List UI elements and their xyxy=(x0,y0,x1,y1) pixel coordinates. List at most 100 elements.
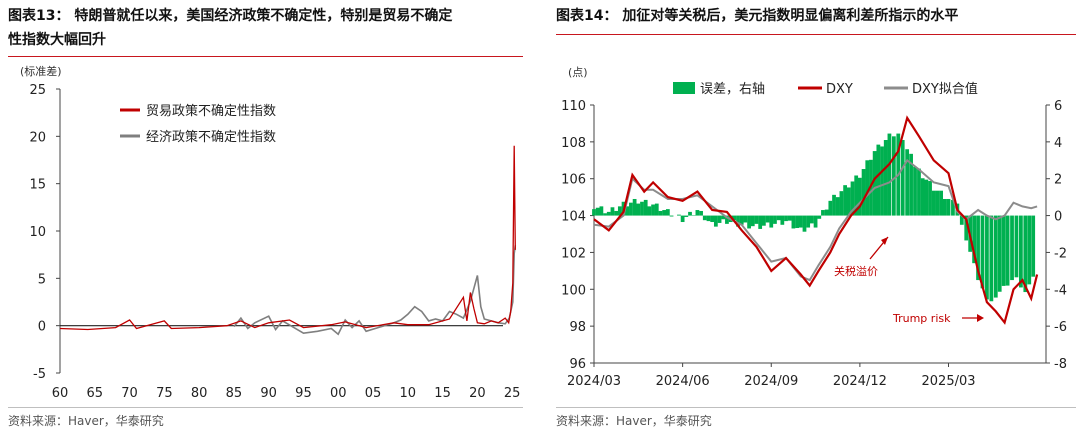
right-error-bar xyxy=(917,168,921,216)
right-error-bar xyxy=(951,199,955,216)
right-error-bar xyxy=(1010,215,1014,281)
right-error-bar xyxy=(739,215,744,225)
left-y-unit: (标准差) xyxy=(20,64,62,78)
right-error-bar xyxy=(883,140,888,216)
left-y-tick-label-4: 5 xyxy=(38,272,46,287)
right-x-tick-label-0: 2024/03 xyxy=(567,374,621,389)
right-error-bar xyxy=(821,210,825,216)
right-error-bar xyxy=(942,198,947,216)
right-yr-tick-label-3: 0 xyxy=(1054,210,1062,225)
right-error-bar xyxy=(854,175,859,216)
right-yr-tick-label-0: 6 xyxy=(1054,99,1062,114)
right-y-unit: (点) xyxy=(568,66,588,79)
right-error-bar xyxy=(1014,215,1019,278)
left-y-tick-label-3: 10 xyxy=(29,225,46,240)
right-error-bar xyxy=(920,178,925,216)
right-yl-tick-label-1: 108 xyxy=(561,136,586,151)
right-error-bar xyxy=(1001,215,1006,286)
right-error-bar xyxy=(688,211,692,216)
right-error-bar xyxy=(817,215,822,219)
right-error-bar xyxy=(625,206,630,216)
right-error-bar xyxy=(710,215,715,223)
left-x-tick-label-7: 95 xyxy=(295,386,312,401)
left-x-tick-label-1: 65 xyxy=(87,386,104,401)
left-chart-panel: 图表13： 特朗普就任以来，美国经济政策不确定性，特别是贸易不确定 性指数大幅回… xyxy=(0,0,530,433)
right-error-bar xyxy=(993,215,998,298)
left-y-tick-label-5: 0 xyxy=(38,320,46,335)
right-error-bar xyxy=(617,206,622,216)
right-error-bar xyxy=(787,215,792,221)
right-error-bar xyxy=(680,215,685,223)
right-error-bar xyxy=(1023,215,1028,293)
left-x-tick-label-4: 80 xyxy=(191,386,208,401)
right-error-bar xyxy=(972,215,976,264)
right-error-bar xyxy=(876,144,881,216)
right-legend-swatch-0 xyxy=(673,82,695,94)
right-error-bar xyxy=(846,187,851,216)
right-error-bar xyxy=(695,210,700,216)
right-x-tick-label-4: 2025/03 xyxy=(922,374,976,389)
right-error-bar xyxy=(931,190,936,216)
right-error-bar xyxy=(784,215,788,222)
right-error-bar xyxy=(743,215,748,223)
right-annotation-arrowhead-1 xyxy=(977,314,984,322)
right-error-bar xyxy=(791,215,796,229)
right-error-bar xyxy=(802,215,807,232)
right-error-bar xyxy=(959,215,964,225)
right-error-bar xyxy=(599,206,604,216)
right-error-bar xyxy=(754,215,759,224)
right-error-bar xyxy=(913,166,917,216)
right-error-bar xyxy=(643,199,648,216)
right-error-bar xyxy=(985,215,989,300)
left-chart: (标准差) 25 20 15 10 5 0 -5 60 65 70 75 80 85 90 95 00 05 10 1… xyxy=(20,64,520,401)
right-error-bar xyxy=(721,215,726,220)
left-x-tick-label-0: 60 xyxy=(52,386,69,401)
right-error-bar xyxy=(640,201,644,216)
right-error-bar xyxy=(843,185,847,216)
right-error-bar xyxy=(813,215,818,228)
left-x-tick-label-3: 75 xyxy=(156,386,173,401)
left-x-tick-label-8: 00 xyxy=(330,386,347,401)
right-error-bar xyxy=(595,207,600,216)
right-error-bar xyxy=(651,204,655,216)
right-error-bar xyxy=(702,215,707,221)
right-title-rule xyxy=(556,34,1076,35)
right-error-bar xyxy=(795,215,799,229)
right-error-bar xyxy=(780,215,785,225)
right-error-bar xyxy=(773,215,777,224)
right-error-bar xyxy=(769,215,774,228)
right-error-bar xyxy=(747,215,751,229)
right-annotation-tariff-premium: 关税溢价 xyxy=(834,264,878,278)
right-error-bar xyxy=(699,210,703,216)
right-error-bar xyxy=(758,215,763,229)
right-error-bar xyxy=(809,215,814,224)
right-error-bar xyxy=(647,206,652,216)
right-error-bar xyxy=(662,210,667,216)
right-error-bar xyxy=(980,215,985,289)
right-error-bar xyxy=(806,215,811,228)
right-error-bar xyxy=(750,215,755,227)
right-error-bar xyxy=(684,215,689,217)
right-legend-label-0: 误差，右轴 xyxy=(700,82,765,97)
right-error-bar xyxy=(706,215,711,222)
left-y-tick-label-6: -5 xyxy=(33,367,46,382)
right-yl-tick-label-6: 98 xyxy=(569,320,586,335)
right-error-bar xyxy=(654,203,659,216)
right-error-bar xyxy=(717,215,722,223)
right-error-bar xyxy=(887,133,892,216)
right-error-bar xyxy=(835,197,840,216)
right-error-bar xyxy=(606,211,611,216)
right-error-bar xyxy=(935,190,940,216)
right-error-bar xyxy=(997,215,1002,292)
right-legend-label-1: DXY xyxy=(826,82,853,97)
right-error-bar xyxy=(632,198,637,216)
left-legend-label-0: 贸易政策不确定性指数 xyxy=(146,103,276,119)
left-x-tick-label-12: 20 xyxy=(469,386,486,401)
right-error-bar xyxy=(872,151,877,216)
left-x-tick-label-5: 85 xyxy=(226,386,243,401)
left-x-tick-label-11: 15 xyxy=(434,386,451,401)
left-series-line-0 xyxy=(59,145,516,331)
right-error-bar xyxy=(658,210,663,216)
right-yl-tick-label-3: 104 xyxy=(561,210,586,225)
left-source: 资料来源：Haver，华泰研究 xyxy=(8,414,164,428)
